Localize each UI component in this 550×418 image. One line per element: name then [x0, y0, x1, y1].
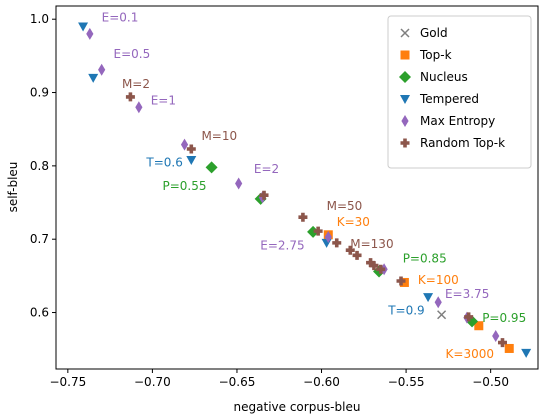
series-gold [437, 310, 447, 320]
legend-label-gold: Gold [420, 26, 448, 40]
y-tick-label: 1.0 [30, 12, 49, 26]
legend: Gold Top-k Nucleus Tempered Max Entropy Rando… [387, 15, 532, 169]
legend-marker-top-k [400, 50, 410, 60]
random-top-k-point [497, 338, 507, 348]
max-entropy-point [86, 27, 94, 40]
random-top-k-point [376, 264, 386, 274]
legend-box [387, 15, 532, 169]
random-top-k-point [366, 258, 376, 268]
random-top-k-point [352, 250, 362, 260]
point-annotation: M=130 [350, 237, 393, 251]
max-entropy-point [135, 101, 143, 114]
point-annotation: T=0.6 [145, 156, 182, 170]
random-top-k-point [259, 190, 269, 200]
gold-point [437, 310, 447, 320]
legend-marker-max-entropy [401, 115, 409, 127]
legend-label-nucleus: Nucleus [420, 70, 468, 84]
point-annotation: K=3000 [446, 347, 494, 361]
point-annotation: E=2.75 [260, 238, 304, 252]
y-tick-label: 0.9 [30, 86, 49, 100]
random-top-k-point [396, 276, 406, 286]
point-annotation: T=0.9 [387, 304, 424, 318]
max-entropy-point [98, 63, 106, 76]
x-tick-label: −0.65 [219, 375, 256, 389]
x-axis-label: negative corpus-bleu [234, 400, 361, 414]
point-annotation: K=100 [418, 273, 459, 287]
point-annotation: E=2 [254, 162, 279, 176]
legend-label-random-top-k: Random Top-k [420, 136, 505, 150]
nucleus-point [205, 161, 218, 174]
legend-label-tempered: Tempered [419, 92, 479, 106]
point-annotation: E=1 [151, 93, 176, 107]
point-annotation: P=0.55 [163, 179, 207, 193]
tempered-point [88, 73, 99, 83]
random-top-k-point [298, 212, 308, 222]
x-tick-label: −0.60 [303, 375, 340, 389]
y-tick-label: 0.6 [30, 306, 49, 320]
tempered-point [186, 156, 197, 165]
y-tick-label: 0.8 [30, 159, 49, 173]
legend-marker-tempered [400, 95, 410, 104]
point-annotation: P=0.95 [482, 311, 526, 325]
point-annotation: E=0.1 [102, 10, 139, 24]
top-k-point [504, 343, 514, 353]
nucleus-point [307, 225, 320, 238]
y-axis: 0.6 0.7 0.8 0.9 1.0 [30, 12, 56, 320]
series-random-top-k [125, 92, 507, 348]
point-annotation: M=10 [201, 129, 237, 143]
plot-frame [55, 5, 539, 370]
point-annotation: M=2 [122, 77, 150, 91]
tempered-point [521, 348, 532, 358]
x-tick-label: −0.75 [49, 375, 86, 389]
x-axis: −0.75 −0.70 −0.65 −0.60 −0.55 −0.50 [49, 369, 509, 389]
legend-marker-nucleus [399, 71, 411, 83]
point-annotation: E=3.75 [445, 287, 489, 301]
point-annotation: P=0.85 [403, 252, 447, 266]
x-tick-label: −0.70 [134, 375, 171, 389]
random-top-k-point [345, 245, 355, 255]
max-entropy-point [235, 177, 243, 190]
x-tick-label: −0.55 [388, 375, 425, 389]
x-tick-label: −0.50 [472, 375, 509, 389]
tempered-point [78, 22, 89, 32]
max-entropy-point [180, 138, 189, 151]
point-annotation: K=30 [337, 215, 370, 229]
random-top-k-point [369, 261, 379, 271]
legend-label-top-k: Top-k [419, 48, 452, 62]
y-tick-label: 0.7 [30, 232, 49, 246]
random-top-k-point [464, 312, 474, 322]
random-top-k-point [186, 144, 196, 154]
max-entropy-point [324, 231, 332, 243]
top-k-point [474, 321, 484, 331]
max-entropy-point [492, 330, 500, 342]
max-entropy-point [434, 296, 442, 309]
legend-marker-random-top-k [400, 138, 410, 148]
random-top-k-point [332, 238, 342, 248]
random-top-k-point [313, 226, 323, 236]
annotations-layer: E=0.1 E=0.5 M=2E=1 M=10 T=0.6 P=0.55 E=2 M=50 K=… [102, 10, 527, 361]
random-top-k-point [125, 92, 135, 102]
series-tempered [78, 22, 532, 358]
series-max-entropy [86, 27, 500, 342]
point-annotation: M=50 [327, 199, 363, 213]
marks-layer [78, 22, 532, 358]
legend-marker-gold [400, 28, 410, 38]
legend-label-max-entropy: Max Entropy [420, 114, 495, 128]
y-axis-label: self-bleu [6, 162, 20, 213]
tempered-point [423, 293, 434, 303]
point-annotation: E=0.5 [114, 47, 151, 61]
